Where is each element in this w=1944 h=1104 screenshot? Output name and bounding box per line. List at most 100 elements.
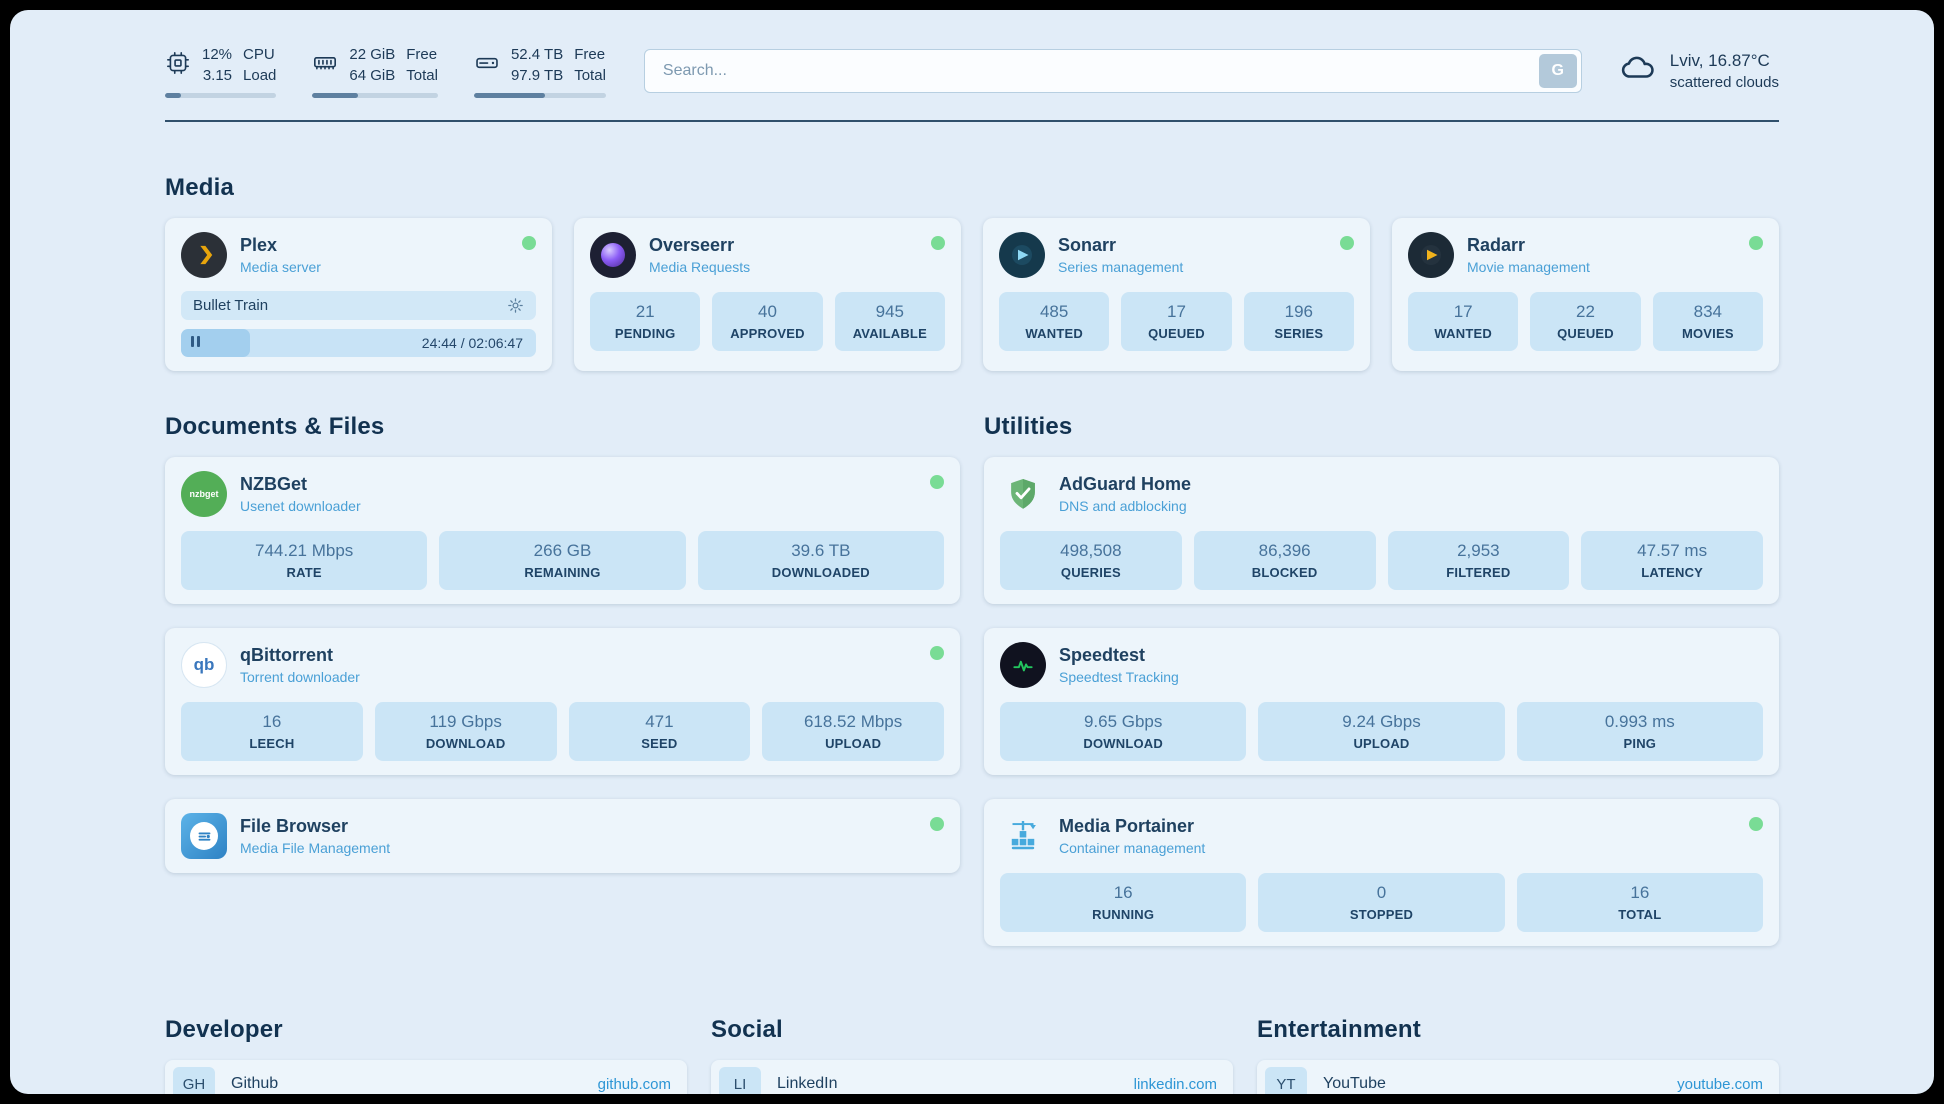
portainer-card[interactable]: Media Portainer Container management 16 …	[984, 799, 1779, 946]
developer-section-title: Developer	[165, 1016, 283, 1043]
pause-icon[interactable]	[191, 334, 203, 352]
cloud-icon	[1620, 51, 1658, 88]
status-dot	[1340, 236, 1354, 250]
app-name: Plex	[240, 235, 278, 255]
status-dot	[1749, 236, 1763, 250]
bookmark-github[interactable]: GH Github github.com	[165, 1060, 687, 1094]
stat-box: 945 AVAILABLE	[834, 292, 945, 351]
stat-box: 0.993 ms PING	[1516, 702, 1763, 761]
stat-box: 2,953 FILTERED	[1387, 531, 1570, 590]
bookmark-youtube[interactable]: YT YouTube youtube.com	[1257, 1060, 1779, 1094]
stat-box: 16 TOTAL	[1516, 873, 1763, 932]
bookmark-url: youtube.com	[1677, 1075, 1763, 1093]
plex-icon	[181, 232, 227, 278]
app-subtitle: Media server	[240, 259, 321, 275]
disk-free-value: 52.4 TB	[510, 46, 564, 63]
stat-box: 266 GB REMAINING	[439, 531, 686, 590]
status-dot	[930, 646, 944, 660]
stat-box: 47.57 ms LATENCY	[1581, 531, 1763, 590]
plex-card[interactable]: Plex Media server Bullet Train	[165, 218, 552, 371]
stat-box: 22 QUEUED	[1530, 292, 1641, 351]
cpu-load-label: Load	[243, 67, 277, 84]
portainer-icon	[1000, 813, 1046, 859]
social-section-title: Social	[711, 1016, 783, 1043]
adguard-card[interactable]: AdGuard Home DNS and adblocking 498,508 …	[984, 457, 1779, 604]
app-name: File Browser	[240, 816, 349, 836]
documents-section: Documents & Files nzbget NZBGet Usenet d…	[165, 413, 960, 897]
topbar: 12% 3.15 CPU Load	[165, 44, 1779, 98]
bookmark-name: Github	[231, 1075, 279, 1092]
app-subtitle: Media Requests	[649, 259, 751, 275]
topbar-divider	[165, 120, 1779, 122]
cpu-icon	[165, 50, 191, 80]
bookmark-linkedin[interactable]: LI LinkedIn linkedin.com	[711, 1060, 1233, 1094]
bookmark-group-developer: Developer GH Github github.com SO StackO…	[165, 1016, 687, 1094]
app-name: Speedtest	[1059, 645, 1146, 665]
status-dot	[1749, 817, 1763, 831]
overseerr-card[interactable]: Overseerr Media Requests 21 PENDING 40 A…	[574, 218, 961, 371]
radarr-card[interactable]: Radarr Movie management 17 WANTED 22 QUE…	[1392, 218, 1779, 371]
playback-progress-fill	[181, 329, 251, 357]
search-engine-button[interactable]: G	[1538, 54, 1577, 88]
filebrowser-icon	[181, 813, 227, 859]
playback-time: 24:44 / 02:06:47	[421, 335, 523, 351]
bookmark-abbr: YT	[1265, 1067, 1307, 1094]
status-dot	[522, 236, 536, 250]
bookmark-name: LinkedIn	[777, 1075, 838, 1092]
system-stats: 12% 3.15 CPU Load	[165, 44, 606, 98]
sonarr-card[interactable]: Sonarr Series management 485 WANTED 17 Q…	[983, 218, 1370, 371]
speedtest-icon	[1000, 642, 1046, 688]
gear-icon[interactable]	[507, 297, 524, 314]
ram-total-label: Total	[406, 67, 438, 84]
search-bar: G	[643, 49, 1582, 93]
documents-section-title: Documents & Files	[165, 413, 385, 440]
stat-box: 17 WANTED	[1408, 292, 1519, 351]
stat-box: 498,508 QUERIES	[1000, 531, 1182, 590]
now-playing-row: Bullet Train	[181, 291, 536, 320]
now-playing-title: Bullet Train	[193, 297, 269, 314]
playback-progress-bar[interactable]: 24:44 / 02:06:47	[181, 329, 536, 357]
cpu-label: CPU	[243, 46, 275, 63]
ram-widget: 22 GiB 64 GiB Free Total	[312, 44, 438, 98]
adguard-icon	[1000, 471, 1046, 517]
ram-free-label: Free	[406, 46, 438, 63]
stat-box: 0 STOPPED	[1258, 873, 1505, 932]
stat-box: 21 PENDING	[590, 292, 701, 351]
disk-total-value: 97.9 TB	[510, 67, 564, 84]
bookmark-group-social: Social LI LinkedIn linkedin.com TW Twitt…	[711, 1016, 1233, 1094]
nzbget-card[interactable]: nzbget NZBGet Usenet downloader 744.21 M…	[165, 457, 960, 604]
stat-box: 471 SEED	[568, 702, 751, 761]
media-section-title: Media	[165, 174, 235, 201]
bookmark-url: linkedin.com	[1133, 1075, 1217, 1093]
ram-total-value: 64 GiB	[349, 67, 396, 84]
speedtest-card[interactable]: Speedtest Speedtest Tracking 9.65 Gbps D…	[984, 628, 1779, 775]
weather-widget[interactable]: Lviv, 16.87°C scattered clouds	[1620, 51, 1779, 91]
utilities-section-title: Utilities	[984, 413, 1073, 440]
app-name: Media Portainer	[1059, 816, 1195, 836]
app-subtitle: Media File Management	[240, 840, 391, 856]
app-subtitle: Container management	[1059, 840, 1206, 856]
stat-box: 834 MOVIES	[1652, 292, 1763, 351]
entertainment-section-title: Entertainment	[1257, 1016, 1421, 1043]
filebrowser-card[interactable]: File Browser Media File Management	[165, 799, 960, 873]
cpu-widget: 12% 3.15 CPU Load	[165, 44, 277, 98]
search-input[interactable]	[648, 62, 1539, 80]
bookmark-url: github.com	[597, 1075, 671, 1093]
stat-box: 16 RUNNING	[1000, 873, 1247, 932]
app-subtitle: Usenet downloader	[240, 498, 361, 514]
stat-box: 86,396 BLOCKED	[1193, 531, 1376, 590]
qbittorrent-card[interactable]: qb qBittorrent Torrent downloader 16 LEE…	[165, 628, 960, 775]
stat-box: 485 WANTED	[999, 292, 1110, 351]
stat-box: 618.52 Mbps UPLOAD	[762, 702, 944, 761]
app-subtitle: Speedtest Tracking	[1059, 669, 1179, 685]
weather-location: Lviv, 16.87°C	[1669, 51, 1770, 70]
disk-progress-bar	[473, 93, 606, 98]
status-dot	[931, 236, 945, 250]
app-name: Sonarr	[1058, 235, 1117, 255]
app-name: qBittorrent	[240, 645, 333, 665]
disk-widget: 52.4 TB 97.9 TB Free Total	[473, 44, 606, 98]
media-section: Media Plex Media server Bullet Train	[165, 174, 1779, 371]
disk-icon	[474, 50, 500, 80]
stat-box: 40 APPROVED	[712, 292, 823, 351]
stat-box: 9.65 Gbps DOWNLOAD	[1000, 702, 1247, 761]
